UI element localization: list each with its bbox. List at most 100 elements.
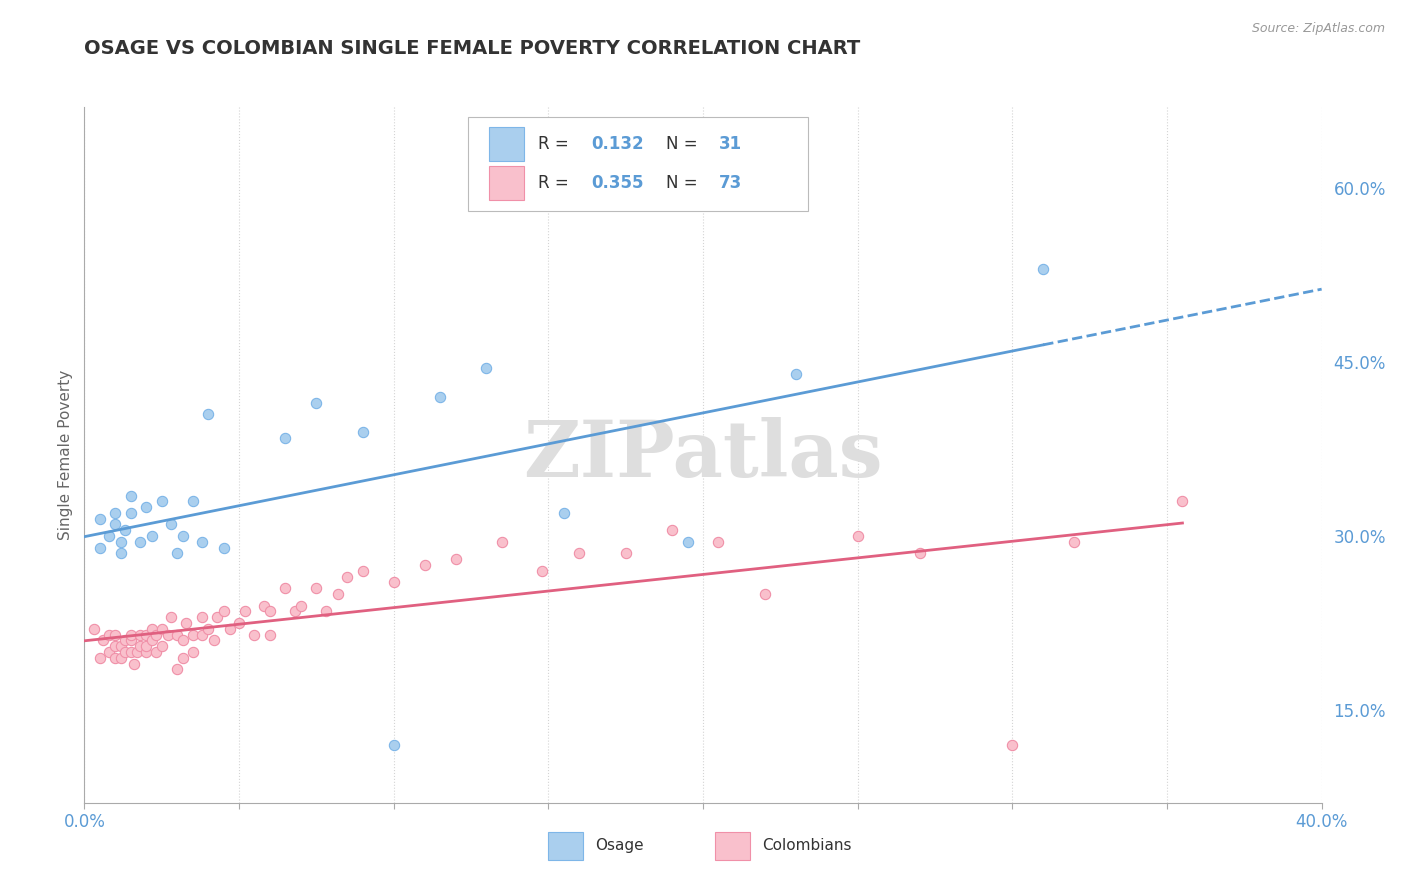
Text: N =: N = xyxy=(666,174,703,192)
Point xyxy=(166,546,188,561)
Point xyxy=(114,523,136,537)
Point xyxy=(207,610,229,624)
Point xyxy=(150,639,173,653)
Point xyxy=(89,541,111,555)
Point xyxy=(228,615,250,630)
Point xyxy=(444,552,467,566)
Text: 31: 31 xyxy=(718,135,742,153)
Point xyxy=(305,396,328,410)
FancyBboxPatch shape xyxy=(468,118,808,211)
Text: Colombians: Colombians xyxy=(762,838,852,854)
Point xyxy=(531,564,554,578)
Point xyxy=(197,407,219,422)
Point xyxy=(129,628,152,642)
Point xyxy=(382,738,405,752)
Point xyxy=(284,605,307,619)
FancyBboxPatch shape xyxy=(716,832,749,860)
Text: 0.355: 0.355 xyxy=(592,174,644,192)
Point xyxy=(172,633,194,648)
Point xyxy=(156,628,179,642)
Point xyxy=(89,651,111,665)
Point xyxy=(707,535,730,549)
Point xyxy=(491,535,513,549)
Point xyxy=(104,639,127,653)
Point xyxy=(553,506,575,520)
Point xyxy=(172,651,194,665)
Text: Source: ZipAtlas.com: Source: ZipAtlas.com xyxy=(1251,22,1385,36)
Text: OSAGE VS COLOMBIAN SINGLE FEMALE POVERTY CORRELATION CHART: OSAGE VS COLOMBIAN SINGLE FEMALE POVERTY… xyxy=(84,39,860,58)
Point xyxy=(98,529,121,543)
Text: N =: N = xyxy=(666,135,703,153)
Point xyxy=(352,425,374,439)
Point xyxy=(429,390,451,404)
Point xyxy=(114,645,136,659)
Point xyxy=(315,605,337,619)
Point xyxy=(181,494,204,508)
Point xyxy=(212,541,235,555)
Point xyxy=(785,367,807,381)
Point xyxy=(110,546,132,561)
Point xyxy=(274,431,297,445)
Point xyxy=(120,628,142,642)
Point xyxy=(846,529,869,543)
Point xyxy=(212,605,235,619)
Point xyxy=(104,628,127,642)
Point xyxy=(352,564,374,578)
FancyBboxPatch shape xyxy=(489,166,523,200)
Text: Osage: Osage xyxy=(595,838,644,854)
Point xyxy=(104,517,127,532)
Point xyxy=(191,535,214,549)
Point xyxy=(129,535,152,549)
Point xyxy=(233,605,256,619)
Point xyxy=(160,610,183,624)
Point xyxy=(305,582,328,596)
Text: 73: 73 xyxy=(718,174,742,192)
Point xyxy=(1063,535,1085,549)
Point xyxy=(150,494,173,508)
Point xyxy=(83,622,105,636)
Point xyxy=(120,506,142,520)
Point xyxy=(181,645,204,659)
Point xyxy=(110,639,132,653)
Point xyxy=(120,645,142,659)
Point xyxy=(568,546,591,561)
Point xyxy=(172,529,194,543)
Point xyxy=(160,517,183,532)
Point xyxy=(676,535,699,549)
Point xyxy=(259,628,281,642)
Point xyxy=(218,622,240,636)
Text: ZIPatlas: ZIPatlas xyxy=(523,417,883,493)
Point xyxy=(114,633,136,648)
Point xyxy=(197,622,219,636)
FancyBboxPatch shape xyxy=(489,128,523,161)
Point xyxy=(176,615,198,630)
Point xyxy=(243,628,266,642)
Point xyxy=(141,633,163,648)
Point xyxy=(120,633,142,648)
Y-axis label: Single Female Poverty: Single Female Poverty xyxy=(58,370,73,540)
Point xyxy=(166,662,188,677)
Point xyxy=(166,628,188,642)
Text: R =: R = xyxy=(538,135,575,153)
Point xyxy=(110,535,132,549)
Point xyxy=(110,651,132,665)
Point xyxy=(104,651,127,665)
Point xyxy=(290,599,312,613)
Point xyxy=(125,645,148,659)
Point xyxy=(150,622,173,636)
Point xyxy=(122,657,145,671)
Point xyxy=(1001,738,1024,752)
Point xyxy=(141,529,163,543)
Point xyxy=(98,628,121,642)
Point xyxy=(475,361,498,376)
Point xyxy=(661,523,683,537)
Text: R =: R = xyxy=(538,174,575,192)
Point xyxy=(202,633,225,648)
Point xyxy=(145,628,167,642)
Point xyxy=(1171,494,1194,508)
Point xyxy=(181,628,204,642)
Point xyxy=(135,639,157,653)
Point xyxy=(145,645,167,659)
Point xyxy=(191,610,214,624)
Point xyxy=(253,599,276,613)
